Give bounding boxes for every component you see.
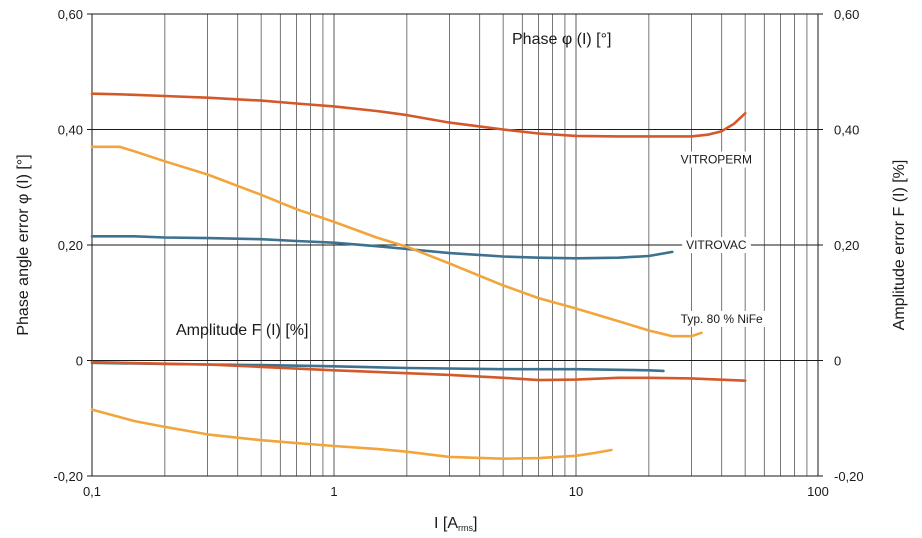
series-line-phase-1: [90, 235, 674, 260]
x-axis-title-sub: rms: [458, 523, 473, 533]
x-axis-title-main: I [A: [434, 515, 458, 532]
y-axis-left-title: Phase angle error φ (I) [°]: [15, 154, 32, 335]
series-label-background: [676, 151, 756, 168]
y-tick-label-right: 0,40: [834, 123, 859, 138]
y-tick-label-left: 0,40: [58, 123, 83, 138]
series-line-phase-2: [90, 145, 703, 338]
y-tick-label-right: -0,20: [834, 469, 864, 484]
x-tick-label: 100: [807, 484, 829, 499]
series-label-background: [676, 310, 768, 327]
series-line-amplitude-4: [90, 360, 747, 383]
y-tick-label-left: 0,60: [58, 7, 83, 22]
series-label: VITROVAC: [686, 238, 747, 252]
y-tick-label-left: 0,20: [58, 238, 83, 253]
series-line-amplitude-5: [90, 408, 613, 461]
series-line-phase-0: [90, 92, 747, 138]
series-layer: [90, 92, 747, 461]
y-tick-label-right: 0: [834, 354, 841, 369]
y-tick-label-right: 0,60: [834, 7, 859, 22]
amplitude-annotation: Amplitude F (I) [%]: [176, 322, 308, 339]
y-tick-label-left: 0: [76, 354, 83, 369]
x-axis-title-close: ]: [473, 515, 477, 532]
x-tick-label: 0,1: [83, 484, 101, 499]
y-tick-label-left: -0,20: [53, 469, 83, 484]
x-tick-label: 1: [330, 484, 337, 499]
ticks: 0,1 1 10 100 0,60 0,40 0,20 0 -0,20 0,60 0,40 0,20 0…: [53, 7, 863, 499]
x-tick-label: 10: [569, 484, 583, 499]
y-axis-right-title: Amplitude error F (I) [%]: [891, 160, 908, 331]
y-tick-label-right: 0,20: [834, 238, 859, 253]
series-label: Typ. 80 % NiFe: [681, 312, 763, 326]
series-labels: VITROPERM VITROVAC Typ. 80 % NiFe: [676, 151, 768, 327]
series-label-background: [682, 237, 751, 253]
x-axis-title: I [Arms]: [434, 515, 477, 533]
phase-annotation: Phase φ (I) [°]: [512, 31, 611, 48]
series-label: VITROPERM: [681, 153, 752, 167]
